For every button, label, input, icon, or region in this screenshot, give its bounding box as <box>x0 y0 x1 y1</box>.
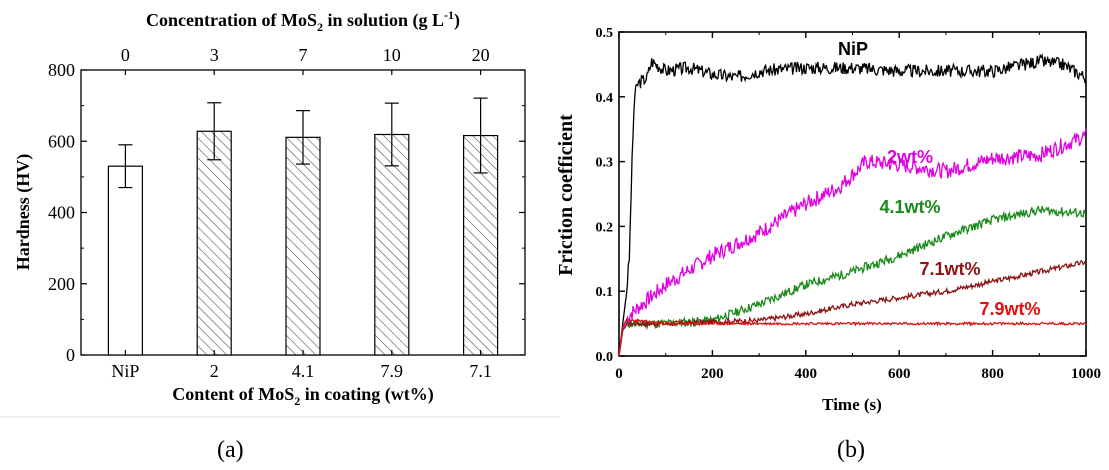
x-tick-label-b: 1000 <box>1071 366 1101 382</box>
y-tick-label-a: 400 <box>48 203 75 223</box>
y-tick-label-b: 0.5 <box>596 26 614 41</box>
y-tick-label-a: 600 <box>48 131 75 151</box>
series-line <box>618 318 1087 357</box>
series-label: 7.1wt% <box>919 259 980 279</box>
x-tick-label-a: NiP <box>111 361 139 381</box>
top-tick-label-a: 20 <box>472 45 490 65</box>
y-axis-label-b: Friction coefficient <box>555 114 577 276</box>
series-label: 2wt% <box>887 147 933 167</box>
y-tick-label-a: 800 <box>48 60 75 80</box>
series-label: NiP <box>838 39 868 59</box>
top-tick-label-a: 10 <box>383 45 401 65</box>
bar <box>196 130 232 356</box>
series-line <box>618 53 1087 357</box>
y-tick-label-a: 0 <box>66 345 75 365</box>
series-line <box>618 128 1087 357</box>
x-tick-label-b: 600 <box>888 366 911 382</box>
x-tick-label-a: 4.1 <box>292 361 315 381</box>
y-tick-label-a: 200 <box>48 274 75 294</box>
y-tick-label-b: 0.0 <box>596 350 614 365</box>
x-axis-label-a: Content of MoS2 in coating (wt%) <box>172 384 434 408</box>
caption-a: (a) <box>217 437 244 463</box>
series-line <box>618 205 1087 357</box>
x-tick-label-b: 0 <box>615 366 623 382</box>
top-axis-label-a: Concentration of MoS2 in solution (g L-1… <box>146 8 460 34</box>
top-tick-label-a: 3 <box>210 45 219 65</box>
y-tick-label-b: 0.4 <box>596 91 614 106</box>
x-tick-label-a: 7.1 <box>469 361 492 381</box>
series-label: 4.1wt% <box>879 197 940 217</box>
caption-b: (b) <box>837 437 865 463</box>
y-tick-label-b: 0.3 <box>596 156 614 171</box>
x-tick-label-b: 400 <box>795 366 818 382</box>
x-tick-label-b: 200 <box>701 366 724 382</box>
y-tick-label-b: 0.2 <box>596 220 614 235</box>
top-tick-label-a: 7 <box>299 45 308 65</box>
friction-line-chart: 0.0 0.1 0.2 0.3 0.4 0.5 0 200 400 600 800 1000 NiP… <box>555 26 1101 414</box>
hardness-bar-chart: 0 200 400 600 800 NiP 2 4.1 7.9 7.1 0 3 7 10 20 Hard… <box>13 8 526 408</box>
series-label: 7.9wt% <box>979 299 1040 319</box>
bar <box>374 133 410 356</box>
y-axis-label-a: Hardness (HV) <box>13 154 34 271</box>
y-tick-label-b: 0.1 <box>596 285 614 300</box>
bar <box>285 136 321 356</box>
x-axis-label-b: Time (s) <box>822 395 882 414</box>
x-tick-label-b: 800 <box>981 366 1004 382</box>
series-line <box>618 259 1087 357</box>
x-tick-label-a: 2 <box>210 361 219 381</box>
x-tick-label-a: 7.9 <box>381 361 404 381</box>
bar <box>107 165 144 356</box>
top-tick-label-a: 0 <box>121 45 130 65</box>
